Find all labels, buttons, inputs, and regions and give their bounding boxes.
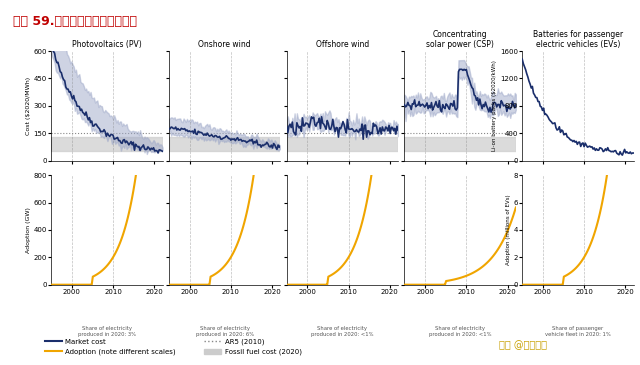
Y-axis label: Cost ($2020/MWh): Cost ($2020/MWh) [26,77,31,135]
Text: Share of electricity
produced in 2020: <1%: Share of electricity produced in 2020: <… [311,326,374,337]
Text: Share of electricity
produced in 2020: <1%: Share of electricity produced in 2020: <… [429,326,492,337]
Y-axis label: Adoption (GW): Adoption (GW) [26,207,31,253]
Title: Photovoltaics (PV): Photovoltaics (PV) [72,40,141,49]
Bar [404,137,516,151]
Title: Offshore wind: Offshore wind [316,40,369,49]
Legend: Market cost, Adoption (note different scales), AR5 (2010), Fossil fuel cost (202: Market cost, Adoption (note different sc… [42,336,305,358]
Bar [51,137,163,151]
Y-axis label: Li-on battery packs ($2020/kWh): Li-on battery packs ($2020/kWh) [492,61,497,151]
Title: Concentrating
solar power (CSP): Concentrating solar power (CSP) [426,30,494,49]
Text: 图表 59.可再生能源成本与装机量: 图表 59.可再生能源成本与装机量 [13,15,137,28]
Bar [287,137,398,151]
Title: Onshore wind: Onshore wind [198,40,251,49]
Text: Share of electricity
produced in 2020: 3%: Share of electricity produced in 2020: 3… [78,326,136,337]
Text: Share of electricity
produced in 2020: 6%: Share of electricity produced in 2020: 6… [196,326,253,337]
Text: 头条 @未来智库: 头条 @未来智库 [499,341,547,350]
Title: Batteries for passenger
electric vehicles (EVs): Batteries for passenger electric vehicle… [533,30,623,49]
Y-axis label: Adoption (millions of EVs): Adoption (millions of EVs) [506,195,511,265]
Bar [169,137,280,151]
Text: Share of passenger
vehicle fleet in 2020: 1%: Share of passenger vehicle fleet in 2020… [545,326,611,337]
